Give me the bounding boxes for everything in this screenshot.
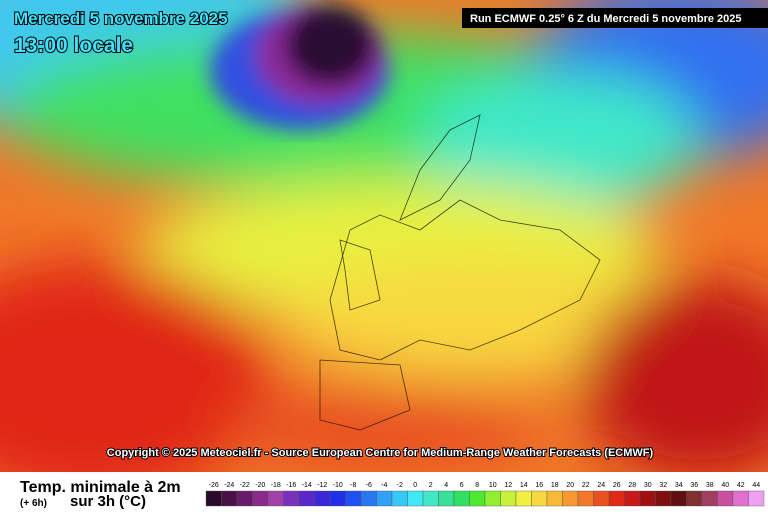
legend-label: 18: [551, 482, 559, 489]
legend-swatch: [267, 490, 284, 507]
legend-swatch: [732, 490, 749, 507]
legend-label: 32: [659, 482, 667, 489]
legend-label: 36: [690, 482, 698, 489]
legend-swatch: [391, 490, 408, 507]
legend-swatch: [515, 490, 532, 507]
legend-label: -18: [271, 482, 281, 489]
legend-swatch: [624, 490, 641, 507]
legend-label: 6: [460, 482, 464, 489]
legend-label: -20: [255, 482, 265, 489]
legend-label: 24: [597, 482, 605, 489]
legend-label: 20: [566, 482, 574, 489]
legend-swatch: [283, 490, 300, 507]
legend-swatch: [686, 490, 703, 507]
legend-swatch: [500, 490, 517, 507]
date: Mercredi 5 novembre 2025: [14, 9, 228, 28]
legend-swatch: [577, 490, 594, 507]
legend-swatch: [562, 490, 579, 507]
legend-swatch: [360, 490, 377, 507]
legend-swatch: [236, 490, 253, 507]
legend-swatch: [205, 490, 222, 507]
time: 13:00 locale: [14, 34, 133, 57]
legend-swatch: [531, 490, 548, 507]
legend-label: -12: [317, 482, 327, 489]
legend-swatch: [221, 490, 238, 507]
legend-swatch: [345, 490, 362, 507]
legend-label: -8: [350, 482, 356, 489]
legend-swatch: [469, 490, 486, 507]
legend-label: 44: [752, 482, 760, 489]
legend-label: 8: [475, 482, 479, 489]
legend-swatch: [329, 490, 346, 507]
legend-label: 10: [489, 482, 497, 489]
legend-label: 40: [721, 482, 729, 489]
legend-label: -24: [224, 482, 234, 489]
legend-swatch: [655, 490, 672, 507]
legend-label: 28: [628, 482, 636, 489]
footer-subtitle: sur 3h (°C): [70, 493, 146, 510]
map: [0, 0, 768, 500]
legend-swatch: [314, 490, 331, 507]
legend-swatch: [298, 490, 315, 507]
legend-swatch: [639, 490, 656, 507]
legend-label: 22: [582, 482, 590, 489]
legend-label: 12: [504, 482, 512, 489]
legend-label: 14: [520, 482, 528, 489]
legend-label: -22: [240, 482, 250, 489]
legend-swatch: [376, 490, 393, 507]
legend-label: 16: [535, 482, 543, 489]
legend-label: 2: [429, 482, 433, 489]
legend-label: -16: [286, 482, 296, 489]
legend-swatch: [717, 490, 734, 507]
run-info: Run ECMWF 0.25° 6 Z du Mercredi 5 novemb…: [470, 13, 742, 25]
footer-title: Temp. minimale à 2m: [20, 479, 181, 496]
run-box: [462, 8, 768, 28]
legend-label: -26: [209, 482, 219, 489]
legend-label: -10: [333, 482, 343, 489]
legend-swatch: [593, 490, 610, 507]
legend-label: 30: [644, 482, 652, 489]
legend-swatch: [546, 490, 563, 507]
legend-label: -2: [397, 482, 403, 489]
legend-swatch: [422, 490, 439, 507]
legend-swatch: [407, 490, 424, 507]
legend-label: 42: [737, 482, 745, 489]
legend-swatch: [484, 490, 501, 507]
legend-label: -14: [302, 482, 312, 489]
legend-swatch: [453, 490, 470, 507]
legend-swatch: [252, 490, 269, 507]
legend-label: 34: [675, 482, 683, 489]
legend-label: 0: [413, 482, 417, 489]
legend-label: 26: [613, 482, 621, 489]
legend-label: -6: [366, 482, 372, 489]
legend-swatch: [608, 490, 625, 507]
legend-swatch: [748, 490, 765, 507]
legend-label: -4: [381, 482, 387, 489]
legend: -26 -24 -22 -20 -18 -16 -14 -12 -10 -8 -6 -4 -2 0 2 4 6 8…: [205, 482, 765, 507]
legend-label: 4: [444, 482, 448, 489]
legend-swatch: [438, 490, 455, 507]
legend-swatch: [701, 490, 718, 507]
legend-swatch: [670, 490, 687, 507]
footer-lead: (+ 6h): [20, 498, 47, 509]
copyright: Copyright © 2025 Meteociel.fr - Source E…: [107, 447, 654, 459]
legend-label: 38: [706, 482, 714, 489]
